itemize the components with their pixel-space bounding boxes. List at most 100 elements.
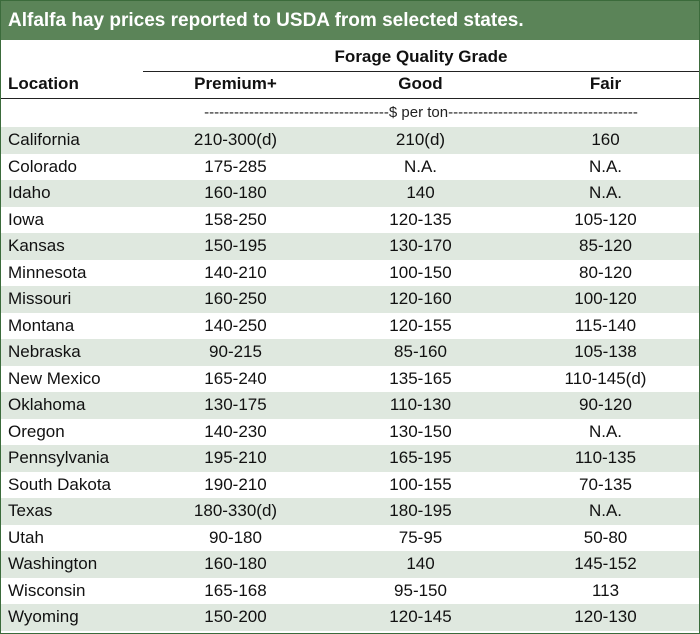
good-column-header: Good: [398, 74, 443, 93]
location-cell: Kansas: [8, 236, 65, 256]
location-cell: Nebraska: [8, 342, 81, 362]
location-cell: South Dakota: [8, 474, 112, 494]
location-cell: Utah: [8, 527, 44, 547]
good-cell: 100-155: [389, 474, 452, 494]
good-cell: 120-145: [389, 607, 452, 627]
good-cell: 180-195: [389, 501, 452, 521]
fair-cell: 85-120: [579, 236, 632, 256]
table-row: Washington 160-180 140 145-152: [1, 551, 699, 578]
table-row: Texas 180-330(d) 180-195 N.A.: [1, 498, 699, 525]
location-cell: Pennsylvania: [8, 448, 110, 468]
fair-cell: 50-80: [583, 527, 628, 547]
location-cell: Montana: [8, 315, 75, 335]
premium-cell: 160-180: [204, 554, 267, 574]
location-cell: Oklahoma: [8, 395, 86, 415]
table-row: Missouri 160-250 120-160 100-120: [1, 286, 699, 313]
fair-cell: N.A.: [588, 156, 623, 176]
premium-cell: 140-230: [204, 421, 267, 441]
premium-cell: 175-285: [204, 156, 267, 176]
table-row: Iowa 158-250 120-135 105-120: [1, 207, 699, 234]
fair-cell: 100-120: [574, 289, 637, 309]
table-row: Oregon 140-230 130-150 N.A.: [1, 419, 699, 446]
fair-cell: 113: [591, 580, 620, 600]
fair-cell: 105-120: [574, 209, 637, 229]
location-column-header: Location: [8, 74, 79, 93]
good-cell: 130-150: [389, 421, 452, 441]
header-bottom-rule: [1, 98, 699, 99]
location-cell: Wisconsin: [8, 580, 86, 600]
premium-cell: 90-215: [209, 342, 262, 362]
good-cell: 110-130: [389, 395, 452, 415]
table-row: Wisconsin 165-168 95-150 113: [1, 578, 699, 605]
location-cell: Missouri: [8, 289, 72, 309]
good-cell: 140: [406, 183, 435, 203]
table-row: New Mexico 165-240 135-165 110-145(d): [1, 366, 699, 393]
location-cell: Oregon: [8, 421, 65, 441]
location-cell: Iowa: [8, 209, 44, 229]
premium-cell: 150-195: [204, 236, 267, 256]
good-cell: 120-155: [389, 315, 452, 335]
fair-cell: 90-120: [579, 395, 632, 415]
premium-column-header: Premium+: [194, 74, 277, 93]
column-group-header: Forage Quality Grade: [334, 47, 508, 66]
premium-cell: 140-210: [204, 262, 267, 282]
fair-cell: 120-130: [574, 607, 637, 627]
fair-column-header: Fair: [589, 74, 622, 93]
good-cell: 210(d): [395, 130, 446, 150]
premium-cell: 160-180: [204, 183, 267, 203]
location-cell: New Mexico: [8, 368, 101, 388]
table-row: Colorado 175-285 N.A. N.A.: [1, 154, 699, 181]
good-cell: 75-95: [398, 527, 443, 547]
fair-cell: N.A.: [588, 183, 623, 203]
fair-cell: 110-135: [574, 448, 637, 468]
premium-cell: 195-210: [204, 448, 267, 468]
premium-cell: 140-250: [204, 315, 267, 335]
good-cell: 165-195: [389, 448, 452, 468]
premium-cell: 130-175: [204, 395, 267, 415]
good-cell: 120-160: [389, 289, 452, 309]
fair-cell: 145-152: [574, 554, 637, 574]
location-cell: Colorado: [8, 156, 77, 176]
premium-cell: 160-250: [204, 289, 267, 309]
location-cell: Minnesota: [8, 262, 87, 282]
good-cell: 100-150: [389, 262, 452, 282]
table-row: Pennsylvania 195-210 165-195 110-135: [1, 445, 699, 472]
fair-cell: 105-138: [574, 342, 637, 362]
premium-cell: 165-168: [204, 580, 267, 600]
fair-cell: N.A.: [588, 501, 623, 521]
table-row: Montana 140-250 120-155 115-140: [1, 313, 699, 340]
fair-cell: 110-145(d): [564, 368, 647, 388]
location-cell: California: [8, 130, 80, 150]
premium-cell: 180-330(d): [193, 501, 278, 521]
units-line: -------------------------------------$ p…: [204, 104, 638, 121]
premium-cell: 165-240: [204, 368, 267, 388]
location-cell: Idaho: [8, 183, 51, 203]
location-cell: Texas: [8, 501, 53, 521]
premium-cell: 150-200: [204, 607, 267, 627]
good-cell: 140: [406, 554, 435, 574]
fair-cell: 70-135: [579, 474, 632, 494]
good-cell: N.A.: [403, 156, 438, 176]
location-cell: Wyoming: [8, 607, 79, 627]
fair-cell: N.A.: [588, 421, 623, 441]
table-title: Alfalfa hay prices reported to USDA from…: [1, 1, 699, 40]
premium-cell: 90-180: [209, 527, 262, 547]
table-row: South Dakota 190-210 100-155 70-135: [1, 472, 699, 499]
table-row: Minnesota 140-210 100-150 80-120: [1, 260, 699, 287]
table-body: California 210-300(d) 210(d) 160 Colorado 175…: [1, 127, 699, 631]
table-row: Idaho 160-180 140 N.A.: [1, 180, 699, 207]
good-cell: 85-160: [394, 342, 447, 362]
table-row: California 210-300(d) 210(d) 160: [1, 127, 699, 154]
fair-cell: 160: [591, 130, 620, 150]
table-row: Utah 90-180 75-95 50-80: [1, 525, 699, 552]
good-cell: 130-170: [389, 236, 452, 256]
table-row: Oklahoma 130-175 110-130 90-120: [1, 392, 699, 419]
table-row: Kansas 150-195 130-170 85-120: [1, 233, 699, 260]
good-cell: 135-165: [389, 368, 452, 388]
good-cell: 120-135: [389, 209, 452, 229]
fair-cell: 115-140: [574, 315, 637, 335]
good-cell: 95-150: [394, 580, 447, 600]
premium-cell: 210-300(d): [193, 130, 278, 150]
fair-cell: 80-120: [579, 262, 632, 282]
